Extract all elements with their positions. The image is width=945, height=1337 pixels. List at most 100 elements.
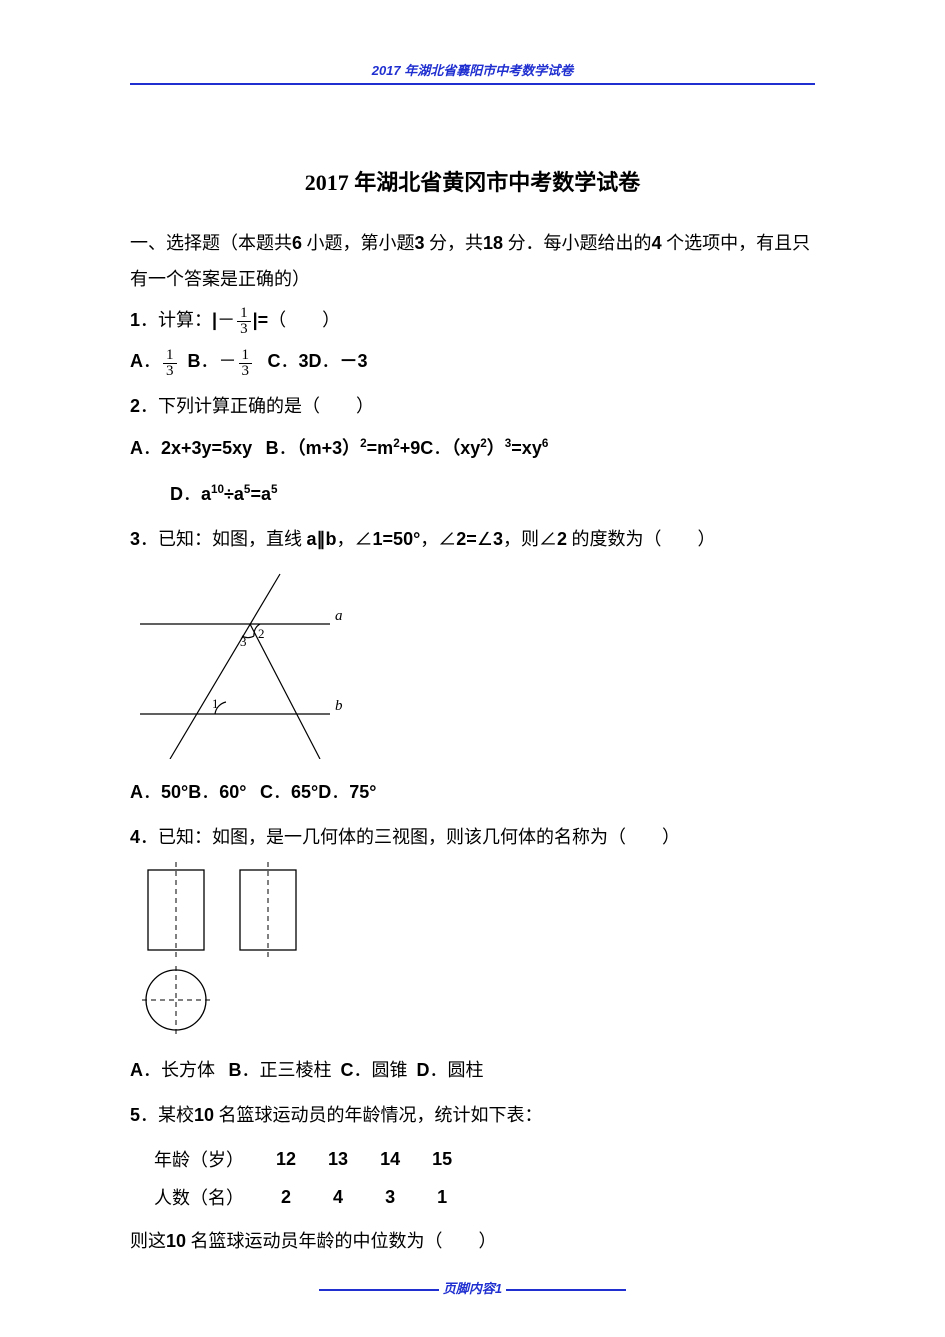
diag-1 xyxy=(170,574,280,759)
denominator: 3 xyxy=(163,364,177,379)
diag-2 xyxy=(250,624,320,759)
question-number: 5 xyxy=(130,1105,140,1125)
txt: +9 xyxy=(400,438,421,458)
option-C-label: C xyxy=(268,351,281,371)
txt: （m+3） xyxy=(297,438,361,458)
sup: 10 xyxy=(211,483,224,496)
txt: =m xyxy=(367,438,394,458)
q4-stem: ．已知：如图，是一几何体的三视图，则该几何体的名称为（ ） xyxy=(140,827,680,847)
txt: ÷a xyxy=(224,484,244,504)
option-D-label: D xyxy=(309,351,322,371)
section-count: 6 xyxy=(292,233,302,253)
txt: a xyxy=(201,484,211,504)
question-5: 5．某校10 名篮球运动员的年龄情况，统计如下表： xyxy=(130,1098,815,1132)
txt: =a xyxy=(250,484,271,504)
label-b: b xyxy=(335,698,343,714)
txt: ，∠ xyxy=(337,529,373,549)
ten: 10 xyxy=(194,1105,214,1125)
table-row: 人数（名） 2 4 3 1 xyxy=(138,1178,468,1216)
page-header: 2017 年湖北省襄阳市中考数学试卷 xyxy=(130,60,815,85)
option-C-value: 65° xyxy=(291,782,318,802)
question-2: 2．下列计算正确的是（ ） xyxy=(130,389,815,423)
neg: － xyxy=(219,351,237,371)
footer-rule xyxy=(506,1289,626,1291)
option-C-value: 3 xyxy=(299,351,309,371)
row-header-count: 人数（名） xyxy=(138,1178,260,1216)
option-A-value: 50° xyxy=(161,782,188,802)
option-A-label: A xyxy=(130,438,143,458)
option-D-label: D xyxy=(417,1060,430,1080)
option-B-value: 13 xyxy=(239,348,253,379)
denominator: 3 xyxy=(237,322,251,337)
cell: 4 xyxy=(312,1178,364,1216)
label-3: 3 xyxy=(240,634,247,649)
equals: = xyxy=(258,310,269,330)
option-B-label: B xyxy=(229,1060,242,1080)
parallel-lines-diagram: a b 1 2 3 xyxy=(130,564,350,759)
question-number: 3 xyxy=(130,529,140,549)
question-4: 4．已知：如图，是一几何体的三视图，则该几何体的名称为（ ） xyxy=(130,820,815,854)
option-A-value: ．长方体 xyxy=(143,1060,215,1080)
question-number: 2 xyxy=(130,396,140,416)
denominator: 3 xyxy=(239,364,253,379)
cell: 15 xyxy=(416,1140,468,1178)
txt: ∠ xyxy=(477,529,493,549)
txt: 2= xyxy=(456,529,477,549)
cell: 2 xyxy=(260,1178,312,1216)
option-D-value: ．圆柱 xyxy=(430,1060,484,1080)
txt: ，∠ xyxy=(420,529,456,549)
option-C-value: ．圆锥 xyxy=(354,1060,408,1080)
cell: 3 xyxy=(364,1178,416,1216)
option-A-label: A xyxy=(130,351,143,371)
three-views-diagram xyxy=(130,862,340,1037)
option-A-value: 13 xyxy=(163,348,177,379)
option-A-value: 2x+3y=5xy xyxy=(161,438,252,458)
txt: 则这 xyxy=(130,1231,166,1251)
option-C-value: （xy2）3=xy6 xyxy=(451,438,548,458)
footer-rule xyxy=(319,1289,439,1291)
question-number: 1 xyxy=(130,310,140,330)
option-D-label: D xyxy=(170,484,183,504)
sup: 6 xyxy=(542,437,549,450)
option-D-value: a10÷a5=a5 xyxy=(201,484,277,504)
q5-table: 年龄（岁） 12 13 14 15 人数（名） 2 4 3 1 xyxy=(138,1140,468,1216)
section-total: 18 xyxy=(483,233,503,253)
numerator: 1 xyxy=(163,348,177,364)
ten: 10 xyxy=(166,1231,186,1251)
q3-stem: ．已知：如图，直线 xyxy=(140,529,307,549)
txt: 3 xyxy=(493,529,503,549)
q2-options-row1: A．2x+3y=5xy B．（m+3）2=m2+9C．（xy2）3=xy6 xyxy=(130,430,815,466)
table-row: 年龄（岁） 12 13 14 15 xyxy=(138,1140,468,1178)
label-1: 1 xyxy=(212,696,219,711)
q3-figure: a b 1 2 3 xyxy=(130,564,815,764)
txt: =xy xyxy=(511,438,542,458)
label-2: 2 xyxy=(258,626,265,641)
section-text: 小题，第小题 xyxy=(302,233,415,253)
q1-options: A．13 B．－13 C．3D．－3 xyxy=(130,343,815,379)
q2-stem: ．下列计算正确的是（ ） xyxy=(140,396,374,416)
cell: 13 xyxy=(312,1140,364,1178)
sup: 5 xyxy=(271,483,278,496)
section-per: 3 xyxy=(415,233,425,253)
page-footer: 页脚内容1 xyxy=(0,1278,945,1297)
question-1: 1．计算：|－13|=（ ） xyxy=(130,303,815,337)
option-B-value: ．正三棱柱 xyxy=(242,1060,332,1080)
section-1-heading: 一、选择题（本题共6 小题，第小题3 分，共18 分．每小题给出的4 个选项中，… xyxy=(130,225,815,297)
section-text: 分．每小题给出的 xyxy=(503,233,652,253)
q5-stem: 名篮球运动员的年龄情况，统计如下表： xyxy=(214,1105,543,1125)
option-C-label: C xyxy=(420,438,433,458)
option-B-label: B xyxy=(188,782,201,802)
option-B-value: 60° xyxy=(219,782,246,802)
q3-options: A．50°B．60° C．65°D．75° xyxy=(130,774,815,810)
neg: － xyxy=(217,310,235,330)
cell: 1 xyxy=(416,1178,468,1216)
option-A-label: A xyxy=(130,1060,143,1080)
option-D-value: 75° xyxy=(349,782,376,802)
option-B-label: B xyxy=(266,438,279,458)
q4-options: A．长方体 B．正三棱柱 C．圆锥 D．圆柱 xyxy=(130,1052,815,1088)
txt: 1=50° xyxy=(373,529,421,549)
option-C-label: C xyxy=(260,782,273,802)
cell: 14 xyxy=(364,1140,416,1178)
txt: ） xyxy=(487,438,505,458)
option-B-value: （m+3）2=m2+9 xyxy=(297,438,421,458)
